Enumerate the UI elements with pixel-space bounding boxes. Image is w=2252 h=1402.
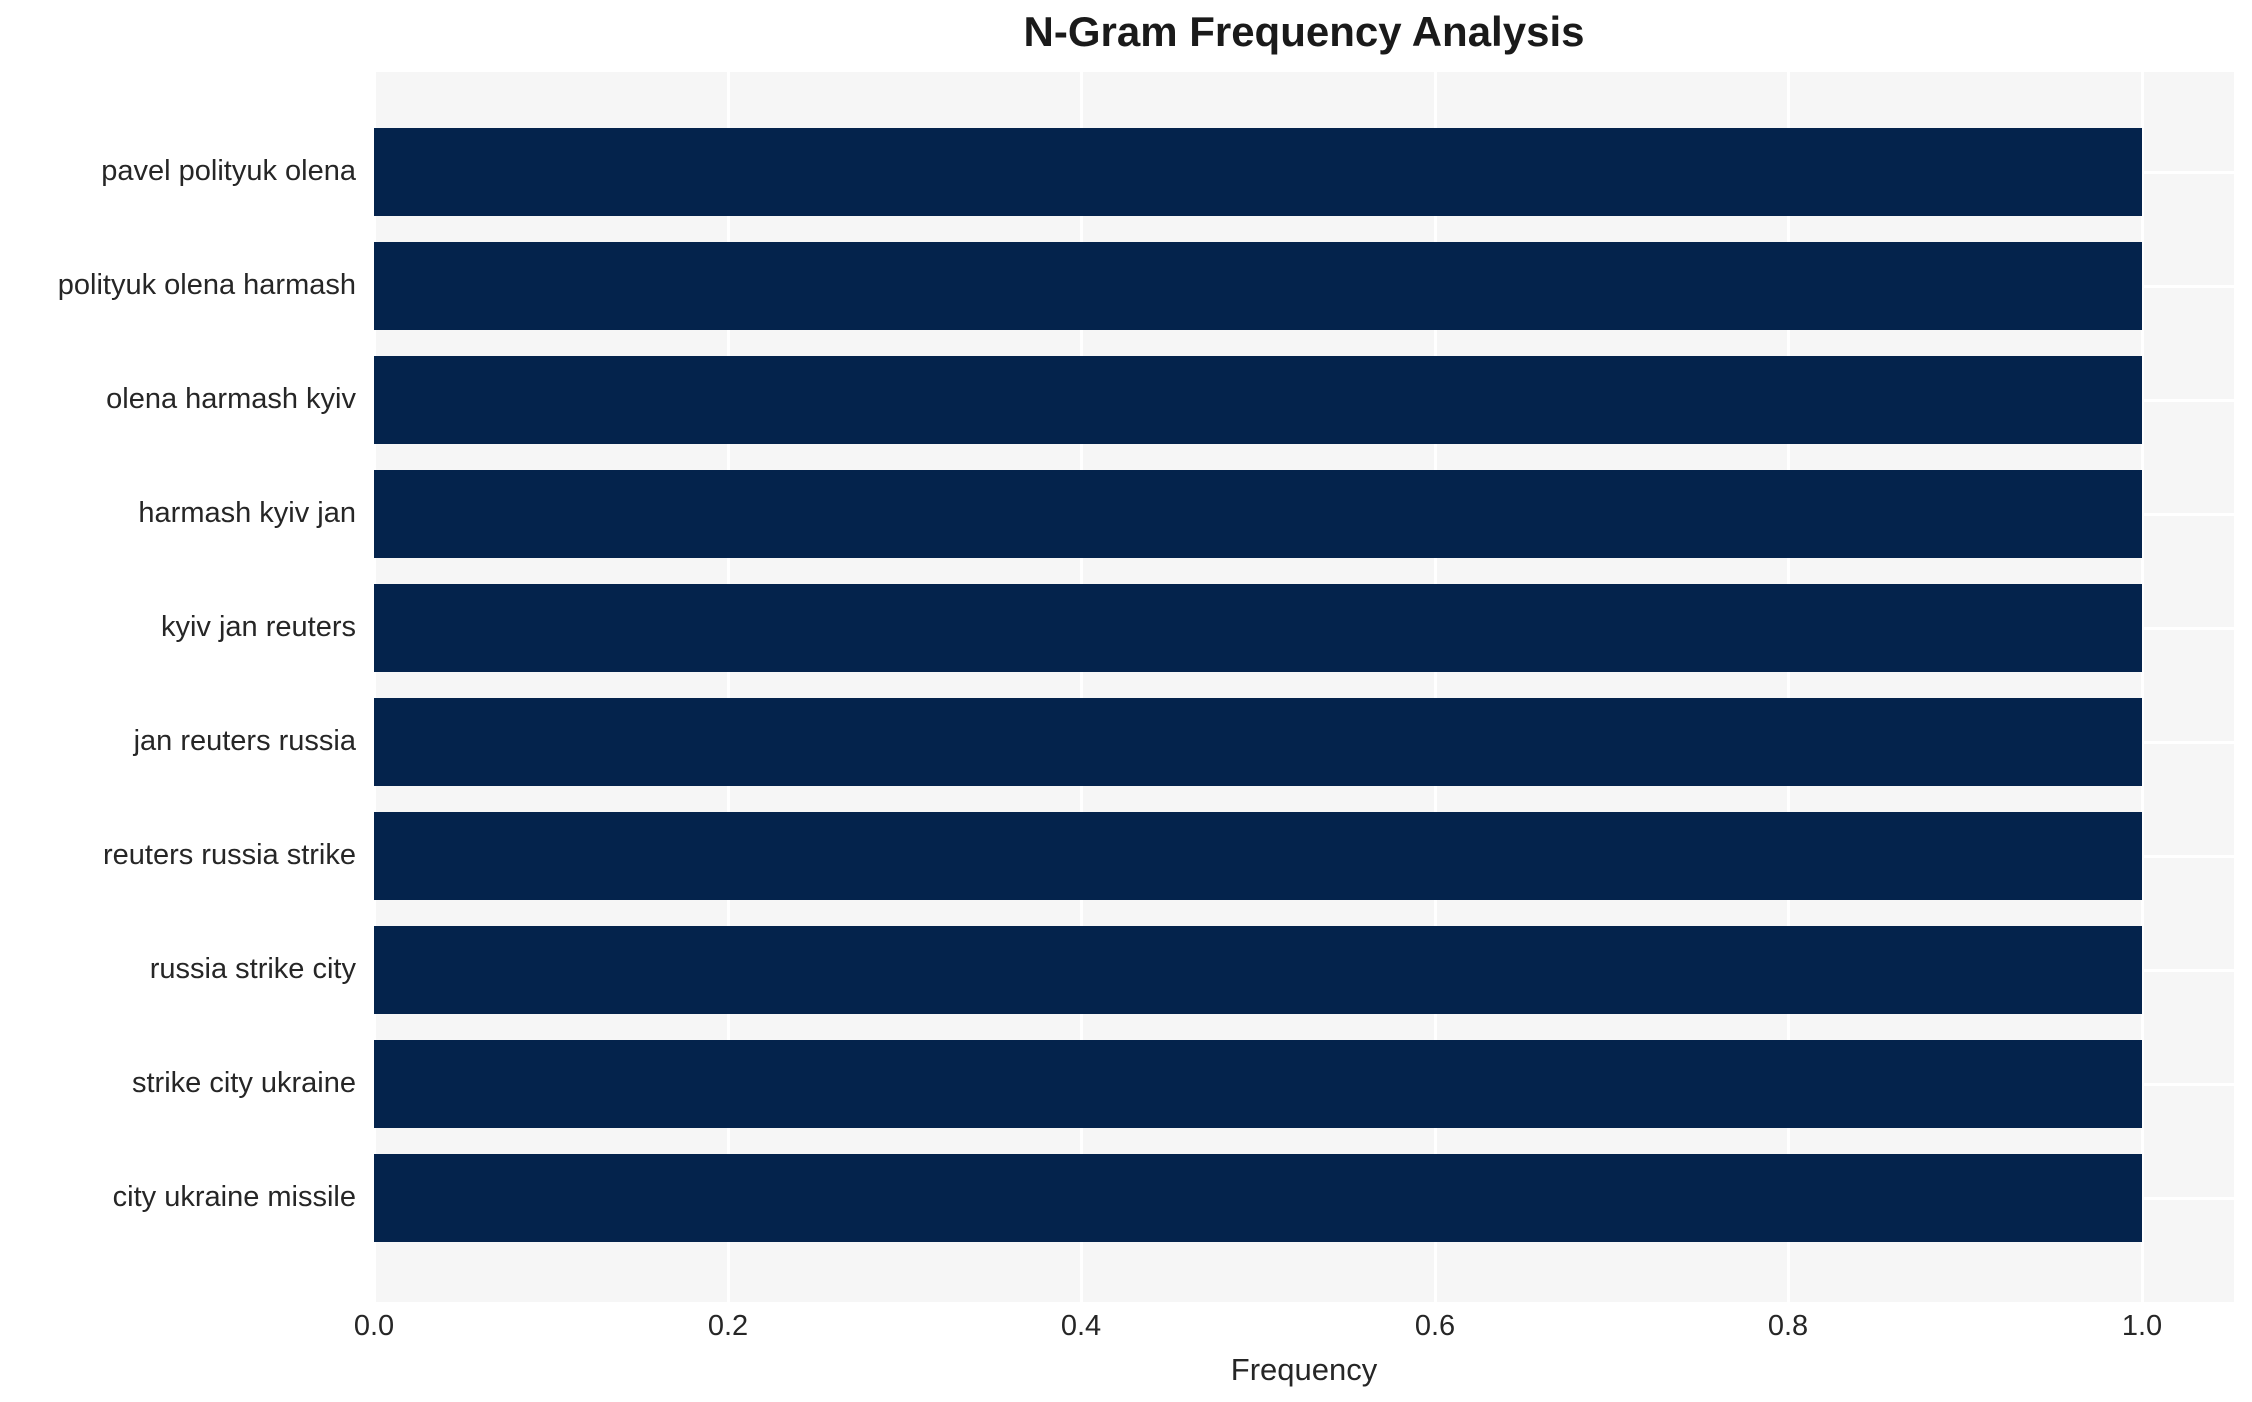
y-tick-label: reuters russia strike [102, 839, 356, 871]
vertical-gridline-0.2 [727, 72, 730, 1302]
bar-kyiv-jan-reuters [374, 584, 2142, 672]
y-tick-label: olena harmash kyiv [106, 383, 356, 415]
x-tick-label-0.4: 0.4 [1060, 1310, 1102, 1342]
vertical-gridline-0.8 [1787, 72, 1790, 1302]
vertical-gridline-0.6 [1434, 72, 1437, 1302]
y-tick-label: harmash kyiv jan [138, 497, 356, 529]
bar-pavel-polityuk-olena [374, 128, 2142, 216]
y-tick-label: strike city ukraine [131, 1067, 356, 1099]
chart-title: N-Gram Frequency Analysis [1023, 8, 1585, 55]
bar-olena-harmash-kyiv [374, 356, 2142, 444]
vertical-gridline-0.4 [1080, 72, 1083, 1302]
bar-russia-strike-city [374, 926, 2142, 1014]
y-tick-label: jan reuters russia [133, 725, 356, 757]
x-tick-label-1.0: 1.0 [2121, 1310, 2163, 1342]
x-tick-label-0.0: 0.0 [353, 1310, 395, 1342]
x-tick-label-0.6: 0.6 [1414, 1310, 1456, 1342]
x-axis-title: Frequency [1230, 1352, 1378, 1387]
plot-area [374, 72, 2234, 1302]
bar-harmash-kyiv-jan [374, 470, 2142, 558]
vertical-gridline-1.0 [2141, 72, 2144, 1302]
y-tick-label: polityuk olena harmash [57, 269, 356, 301]
bar-reuters-russia-strike [374, 812, 2142, 900]
vertical-gridline-0.0 [374, 72, 376, 1302]
y-tick-label: pavel polityuk olena [101, 155, 356, 187]
y-tick-label: kyiv jan reuters [160, 611, 356, 643]
bar-strike-city-ukraine [374, 1040, 2142, 1128]
bar-jan-reuters-russia [374, 698, 2142, 786]
bar-city-ukraine-missile [374, 1154, 2142, 1242]
x-tick-label-0.8: 0.8 [1767, 1310, 1809, 1342]
x-tick-label-0.2: 0.2 [707, 1310, 749, 1342]
bar-polityuk-olena-harmash [374, 242, 2142, 330]
y-tick-label: city ukraine missile [112, 1181, 356, 1213]
y-tick-label: russia strike city [149, 953, 356, 985]
